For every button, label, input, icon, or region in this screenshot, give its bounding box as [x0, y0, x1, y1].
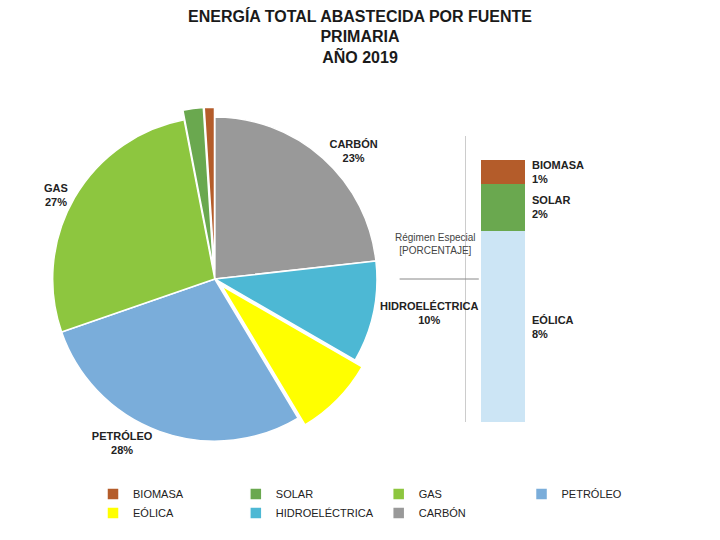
svg-text:PETRÓLEO: PETRÓLEO [562, 488, 622, 500]
svg-text:Régimen Especial[PORCENTAJE]: Régimen Especial[PORCENTAJE] [395, 232, 476, 256]
svg-text:CARBÓN: CARBÓN [419, 507, 466, 519]
svg-text:PETRÓLEO28%: PETRÓLEO28% [92, 430, 153, 456]
svg-text:BIOMASA: BIOMASA [133, 488, 184, 500]
svg-text:CARBÓN23%: CARBÓN23% [329, 138, 377, 164]
svg-text:GAS: GAS [419, 488, 442, 500]
svg-text:BIOMASA1%: BIOMASA1% [532, 159, 584, 185]
svg-text:EÓLICA: EÓLICA [133, 507, 174, 519]
svg-text:ENERGÍA TOTAL ABASTECIDA POR F: ENERGÍA TOTAL ABASTECIDA POR FUENTEPRIMA… [188, 7, 532, 67]
svg-text:SOLAR: SOLAR [276, 488, 313, 500]
svg-text:HIDROELÉCTRICA10%: HIDROELÉCTRICA10% [380, 300, 478, 326]
svg-text:GAS27%: GAS27% [44, 182, 68, 208]
svg-text:EÓLICA8%: EÓLICA8% [532, 314, 574, 340]
svg-text:HIDROELÉCTRICA: HIDROELÉCTRICA [276, 507, 374, 519]
svg-text:SOLAR2%: SOLAR2% [532, 194, 571, 220]
